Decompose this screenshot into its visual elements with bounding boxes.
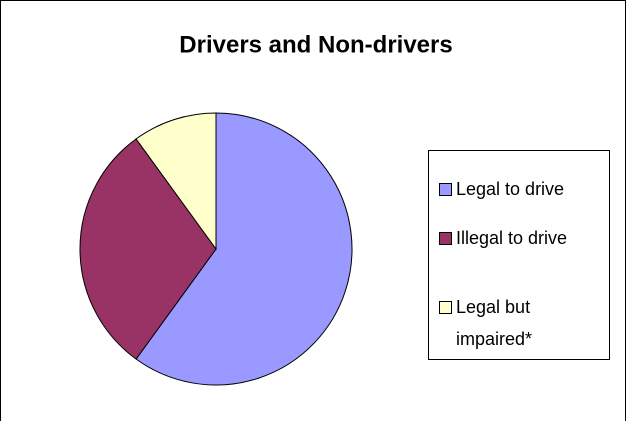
legend-item: Legal but impaired*	[439, 291, 599, 355]
legend-label: Legal to drive	[456, 179, 565, 199]
legend-item: Illegal to drive	[439, 222, 599, 254]
legend: Legal to drive Illegal to drive Legal but …	[428, 150, 610, 360]
chart-title: Drivers and Non-drivers	[179, 31, 452, 58]
legend-swatch	[439, 232, 452, 245]
legend-swatch	[439, 183, 452, 196]
legend-label: Illegal to drive	[456, 228, 568, 248]
legend-label: Legal but impaired*	[456, 297, 533, 349]
pie-slice	[135, 112, 217, 251]
legend-item: Legal to drive	[439, 173, 599, 205]
pie-slice	[79, 138, 217, 360]
legend-swatch	[439, 301, 452, 314]
pie-slice	[135, 112, 353, 386]
